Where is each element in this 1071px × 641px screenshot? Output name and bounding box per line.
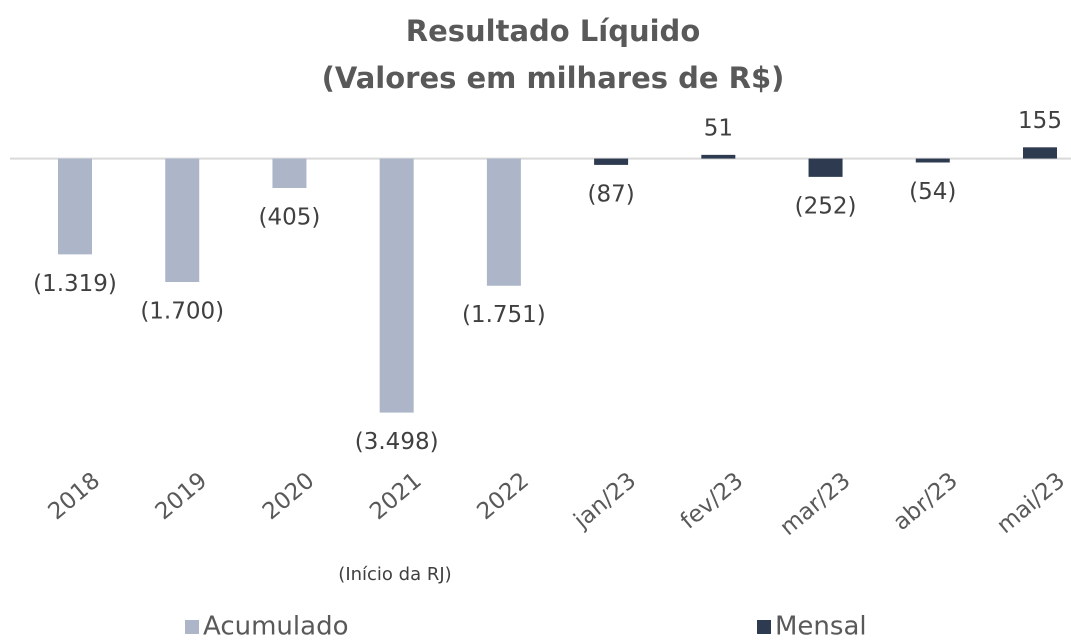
data-label: (1.751) [462,302,546,328]
legend-swatch [757,620,771,634]
x-tick-label: 2019 [151,468,213,526]
bar [272,158,307,188]
x-tick-label: mar/23 [775,468,855,541]
data-label: 51 [704,115,733,141]
data-label: (1.700) [140,299,224,325]
bar [915,158,950,163]
x-tick-label: mai/23 [992,468,1070,539]
legend-swatch [185,620,199,634]
data-label: (54) [909,179,956,205]
bar [58,158,92,255]
x-tick-label: fev/23 [676,468,749,535]
bar [1023,147,1057,159]
bar [594,158,629,165]
chart-title: Resultado Líquido [406,14,701,48]
data-label: (87) [588,181,635,207]
bar [379,158,414,413]
data-label: (252) [795,193,857,219]
bar [808,158,843,177]
legend-label: Acumulado [203,612,348,641]
chart-subtitle: (Valores em milhares de R$) [322,61,785,95]
data-label: (3.498) [355,429,439,455]
data-label: (405) [259,204,321,230]
x-tick-label: jan/23 [568,468,641,535]
data-label: (1.319) [33,271,117,297]
legend-label: Mensal [775,612,867,641]
bar [701,154,736,159]
bar [165,158,200,283]
x-tick-label: 2020 [258,468,320,526]
x-tick-label: 2021 [365,468,427,526]
bar [486,158,521,286]
data-label: 155 [1018,108,1062,134]
x-tick-label: 2022 [472,468,534,526]
annotation: (Início da RJ) [338,564,451,585]
x-tick-label: 2018 [43,468,105,526]
x-tick-label: abr/23 [889,468,963,536]
